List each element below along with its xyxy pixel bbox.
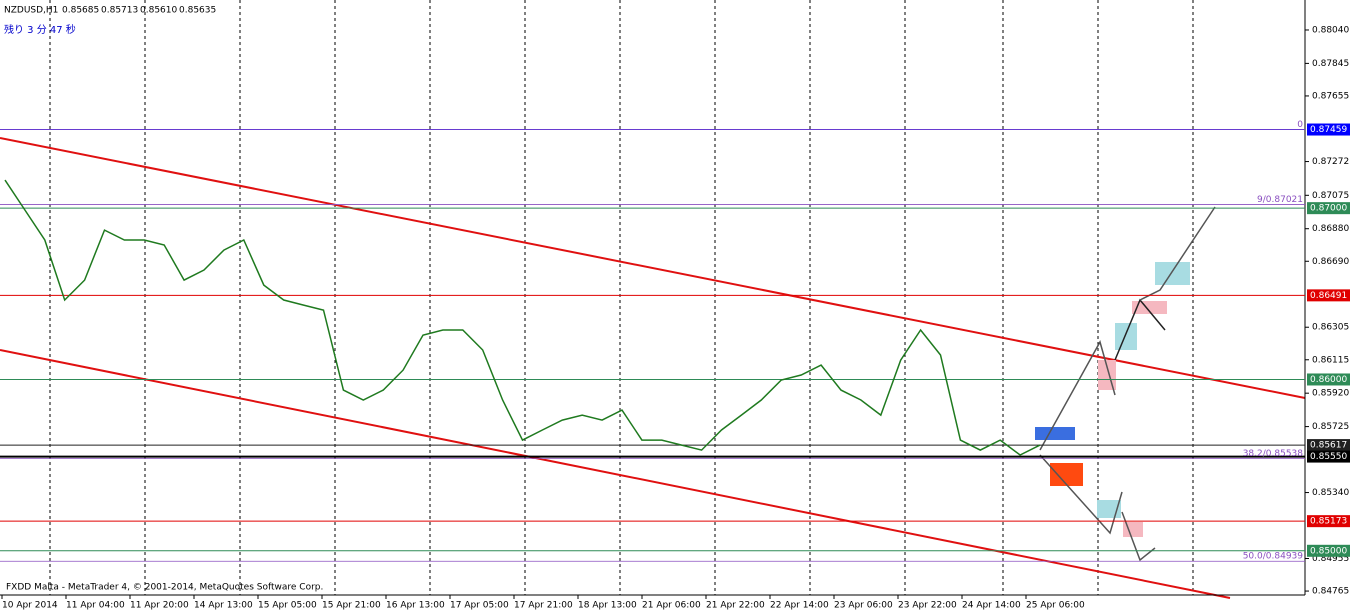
y-tick-label: 0.85340 — [1312, 488, 1349, 498]
price-label: 0.85000 — [1310, 546, 1347, 556]
x-tick-label: 14 Apr 13:00 — [194, 601, 253, 611]
price-box — [1307, 123, 1350, 136]
x-tick-label: 17 Apr 21:00 — [514, 601, 573, 611]
arrow — [1121, 511, 1156, 562]
price-label: 0.86000 — [1310, 375, 1347, 385]
symbol: NZDUSD,H1 — [4, 6, 58, 16]
y-tick-label: 0.88040 — [1312, 25, 1349, 35]
box — [1132, 301, 1167, 314]
arrow — [1139, 206, 1216, 301]
arrow — [1039, 340, 1116, 451]
box — [1123, 522, 1143, 537]
price-box — [1307, 544, 1350, 557]
arrow — [1039, 454, 1123, 535]
x-tick-label: 21 Apr 22:00 — [706, 601, 765, 611]
ohlc-value: 0.85685 — [62, 6, 99, 16]
x-tick-label: 17 Apr 05:00 — [450, 601, 509, 611]
box — [1035, 427, 1075, 440]
price-label: 0.85550 — [1310, 452, 1347, 462]
x-tick-label: 10 Apr 2014 — [2, 601, 58, 611]
price-box — [1307, 515, 1350, 528]
x-tick-label: 16 Apr 13:00 — [386, 601, 445, 611]
y-tick-label: 0.85725 — [1312, 422, 1349, 432]
x-tick-label: 25 Apr 06:00 — [1026, 601, 1085, 611]
y-tick-label: 0.84955 — [1312, 554, 1349, 564]
box — [1115, 323, 1137, 350]
ohlc-value: 0.85713 — [101, 6, 138, 16]
x-tick-label: 22 Apr 14:00 — [770, 601, 829, 611]
box — [1050, 463, 1083, 486]
x-tick-label: 18 Apr 13:00 — [578, 601, 637, 611]
price-box — [1307, 289, 1350, 302]
x-tick-label: 15 Apr 21:00 — [322, 601, 381, 611]
fib-label: 38.2/0.85538 — [1243, 449, 1304, 459]
channel-upper — [0, 137, 1306, 399]
copyright: FXDD Malta - MetaTrader 4, © 2001-2014, … — [6, 583, 323, 593]
y-tick-label: 0.87075 — [1312, 191, 1349, 201]
y-tick-label: 0.86115 — [1312, 355, 1349, 365]
price-label: 0.87000 — [1310, 204, 1347, 214]
projections — [1035, 206, 1216, 562]
price-label: 0.87459 — [1310, 125, 1347, 135]
price-box — [1307, 373, 1350, 386]
fib-label: 0 — [1297, 120, 1303, 130]
price-box — [1307, 439, 1350, 452]
timer: 残り 3 分 47 秒 — [4, 23, 76, 36]
y-tick-label: 0.87655 — [1312, 91, 1349, 101]
y-tick-label: 0.86690 — [1312, 257, 1349, 267]
fib-label: 50.0/0.84939 — [1243, 552, 1304, 562]
channel-lower — [0, 349, 1231, 599]
x-tick-label: 15 Apr 05:00 — [258, 601, 317, 611]
y-tick-label: 0.87845 — [1312, 59, 1349, 69]
x-tick-label: 23 Apr 22:00 — [898, 601, 957, 611]
price-box — [1307, 202, 1350, 215]
price-label: 0.85617 — [1310, 441, 1347, 451]
ohlc-value: 0.85635 — [179, 6, 216, 16]
price-line-series — [4, 179, 1041, 456]
y-tick-label: 0.87272 — [1312, 157, 1349, 167]
x-tick-label: 23 Apr 06:00 — [834, 601, 893, 611]
y-tick-label: 0.86305 — [1312, 323, 1349, 333]
price-box — [1307, 450, 1350, 463]
x-tick-label: 11 Apr 20:00 — [130, 601, 189, 611]
x-tick-label: 24 Apr 14:00 — [962, 601, 1021, 611]
price-label: 0.86491 — [1310, 291, 1347, 301]
x-tick-label: 21 Apr 06:00 — [642, 601, 701, 611]
y-tick-label: 0.84765 — [1312, 587, 1349, 597]
price-label: 0.85173 — [1310, 517, 1347, 527]
ohlc-value: 0.85610 — [140, 6, 177, 16]
fib-label: 9/0.87021 — [1257, 195, 1303, 205]
y-tick-label: 0.85920 — [1312, 389, 1349, 399]
x-tick-label: 11 Apr 04:00 — [66, 601, 125, 611]
y-tick-label: 0.86880 — [1312, 224, 1349, 234]
box — [1155, 262, 1190, 285]
